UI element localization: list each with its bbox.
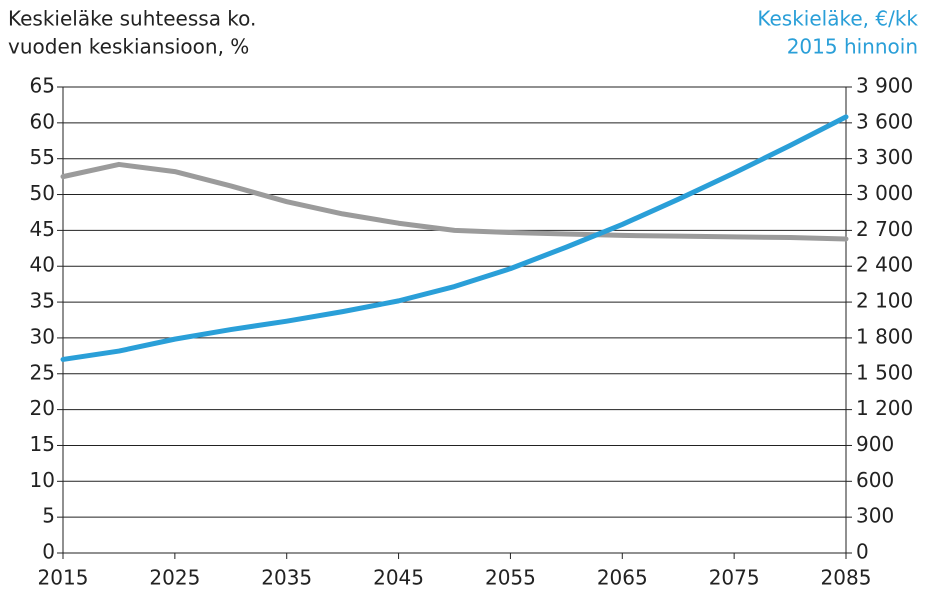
y2-tick-label: 2 700 xyxy=(856,217,913,241)
y2-axis-label: Keskieläke, €/kk xyxy=(757,7,918,31)
y-tick-label: 25 xyxy=(30,360,55,384)
y-tick-label: 20 xyxy=(30,396,55,420)
y2-tick-label: 300 xyxy=(856,504,894,528)
y-tick-label: 50 xyxy=(30,181,55,205)
y2-tick-label: 3 900 xyxy=(856,74,913,98)
y2-tick-label: 2 100 xyxy=(856,289,913,313)
y-tick-label: 35 xyxy=(30,289,55,313)
y2-tick-label: 0 xyxy=(856,540,869,564)
y-tick-label: 15 xyxy=(30,432,55,456)
x-tick-label: 2065 xyxy=(597,566,648,590)
x-tick-label: 2075 xyxy=(709,566,760,590)
y-tick-label: 60 xyxy=(30,109,55,133)
series-line xyxy=(60,161,849,242)
y2-tick-label: 1 200 xyxy=(856,396,913,420)
y-axis-label: vuoden keskiansioon, % xyxy=(8,35,249,59)
y2-tick-label: 1 800 xyxy=(856,324,913,348)
y-tick-label: 45 xyxy=(30,217,55,241)
y-tick-label: 40 xyxy=(30,253,55,277)
y-tick-label: 0 xyxy=(42,540,55,564)
y-tick-label: 30 xyxy=(30,324,55,348)
y2-tick-label: 900 xyxy=(856,432,894,456)
y2-tick-label: 3 300 xyxy=(856,145,913,169)
x-tick-label: 2025 xyxy=(149,566,200,590)
y2-tick-label: 3 000 xyxy=(856,181,913,205)
x-tick-label: 2045 xyxy=(373,566,424,590)
y-tick-label: 10 xyxy=(30,468,55,492)
series-line xyxy=(60,114,849,362)
y2-tick-label: 600 xyxy=(856,468,894,492)
y2-tick-label: 3 600 xyxy=(856,109,913,133)
x-tick-label: 2015 xyxy=(38,566,89,590)
y-tick-label: 55 xyxy=(30,145,55,169)
y-tick-label: 5 xyxy=(42,504,55,528)
y2-tick-label: 1 500 xyxy=(856,360,913,384)
x-tick-label: 2055 xyxy=(485,566,536,590)
x-tick-label: 2085 xyxy=(821,566,872,590)
y2-axis-label: 2015 hinnoin xyxy=(787,35,918,59)
y-tick-label: 65 xyxy=(30,74,55,98)
x-tick-label: 2035 xyxy=(261,566,312,590)
y2-tick-label: 2 400 xyxy=(856,253,913,277)
y-axis-label: Keskieläke suhteessa ko. xyxy=(8,7,256,31)
